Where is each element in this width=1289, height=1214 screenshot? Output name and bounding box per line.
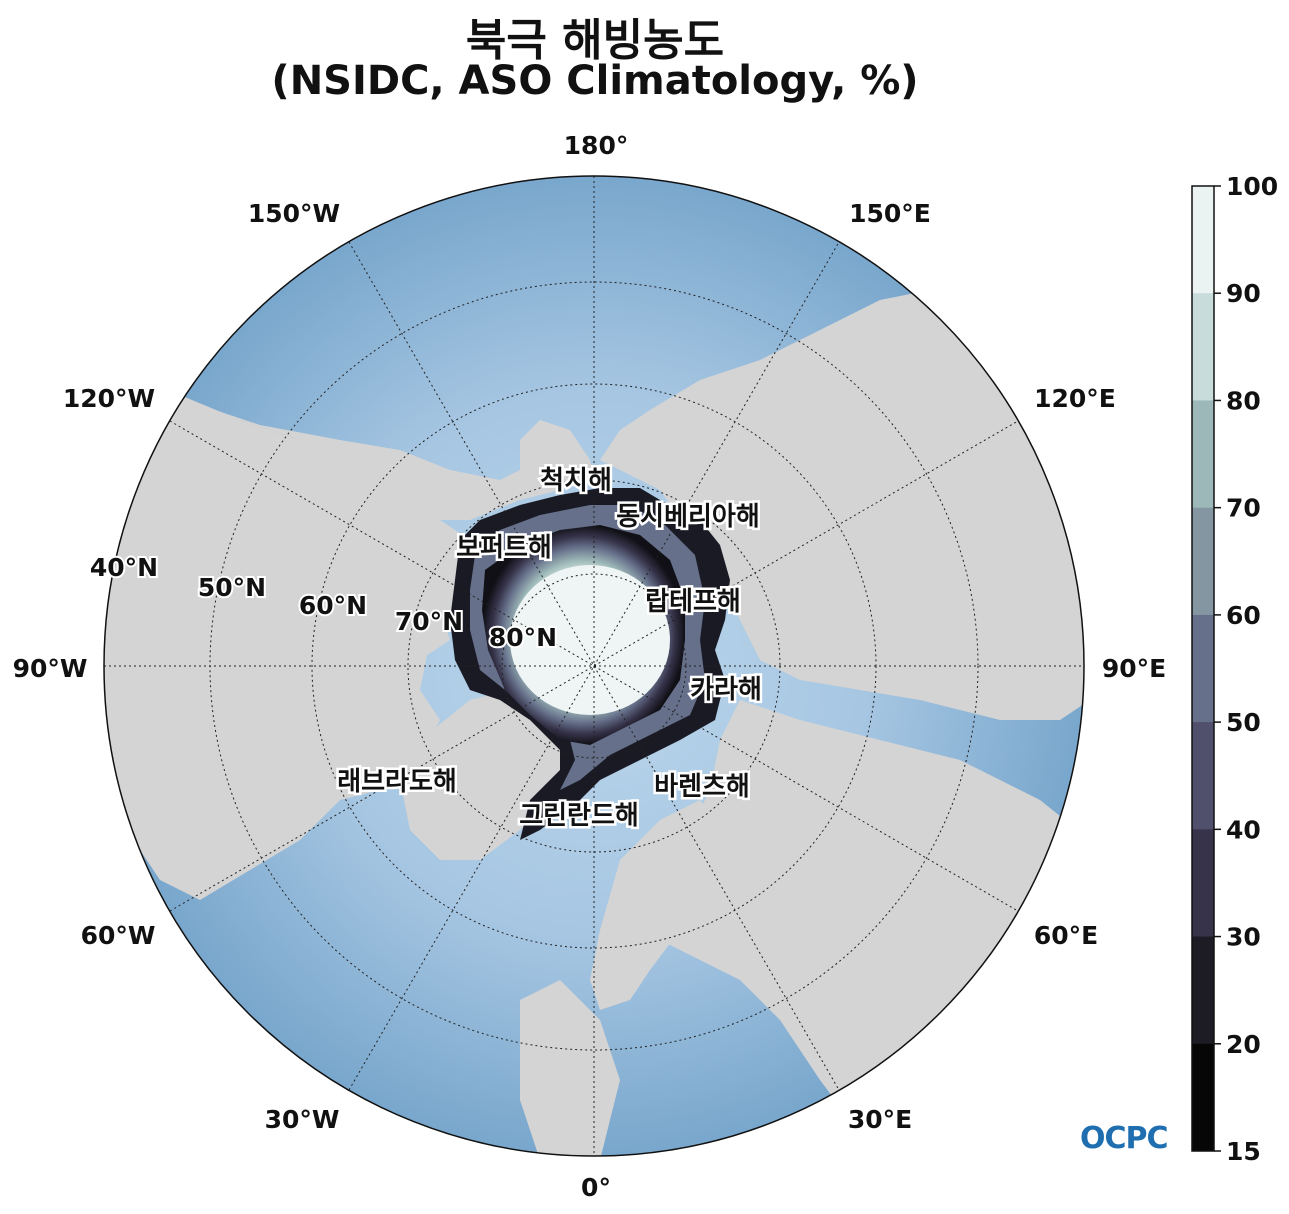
sea-label-east-siberian: 동시베리아해 (616, 502, 760, 532)
logo-text: OCPC (1080, 1121, 1168, 1156)
meridian-30 (348, 241, 840, 1091)
colorbar-tick-label: 80 (1226, 386, 1261, 415)
graticule (104, 176, 1084, 1156)
ocpc-logo: OCPC (1080, 1121, 1169, 1156)
meridian-120 (169, 420, 1019, 912)
lon-label-180: 180° (564, 131, 629, 160)
colorbar-swatch (1192, 293, 1214, 401)
lon-label-60e: 60°E (1034, 921, 1098, 950)
colorbar-tick-label: 70 (1226, 494, 1261, 523)
lat-label-40: 40°N (90, 553, 158, 582)
colorbar-tick-label: 50 (1226, 708, 1261, 737)
sea-ice-pole (510, 565, 670, 715)
colorbar-swatch (1192, 400, 1214, 509)
lon-label-120w: 120°W (63, 384, 155, 413)
land-europe (520, 980, 620, 1156)
map-title-line2: (NSIDC, ASO Climatology, %) (271, 58, 919, 104)
meridian-150 (348, 241, 840, 1091)
colorbar-tick-label: 15 (1226, 1137, 1261, 1166)
meridian-60 (169, 420, 1019, 912)
sea-label-beaufort: 보퍼트해 (456, 533, 552, 563)
sea-label-labrador: 래브라도해 (337, 767, 457, 797)
colorbar-swatch (1192, 722, 1214, 830)
land-alaska (170, 395, 595, 520)
sea-label-kara: 카라해 (690, 675, 762, 705)
lon-label-90w: 90°W (13, 654, 88, 683)
lat-label-60: 60°N (299, 591, 367, 620)
colorbar-swatch (1192, 614, 1214, 723)
colorbar (1192, 186, 1214, 1152)
colorbar-swatch (1192, 829, 1214, 938)
land-siberia (600, 290, 1084, 720)
colorbar-swatch (1192, 1043, 1214, 1152)
colorbar-tick-label: 40 (1226, 815, 1261, 844)
colorbar-swatch (1192, 936, 1214, 1045)
colorbar-tick-label: 90 (1226, 279, 1261, 308)
lat-circle-80 (501, 573, 687, 759)
lat-circle-60 (311, 383, 877, 949)
lon-label-30e: 30°E (848, 1105, 912, 1134)
lon-label-150e: 150°E (849, 199, 931, 228)
lat-label-80: 80°N (489, 623, 557, 652)
lon-label-0: 0° (581, 1173, 611, 1202)
lon-label-30w: 30°W (265, 1105, 340, 1134)
sea-label-barents: 바렌츠해 (654, 772, 750, 802)
lon-label-90e: 90°E (1102, 654, 1166, 683)
lon-label-60w: 60°W (81, 921, 156, 950)
lat-label-50: 50°N (198, 573, 266, 602)
land-north-america (104, 380, 480, 900)
land-scandinavia (590, 800, 720, 1010)
colorbar-tick-label: 30 (1226, 923, 1261, 952)
lat-label-70: 70°N (395, 607, 463, 636)
lon-label-120e: 120°E (1034, 384, 1116, 413)
colorbar-tick-label: 60 (1226, 601, 1261, 630)
colorbar-frame (1191, 185, 1215, 1152)
sea-label-chukchi: 척치해 (540, 466, 612, 496)
sea-label-laptev: 랍테프해 (645, 587, 741, 617)
colorbar-tick-label: 20 (1226, 1030, 1261, 1059)
map-title-line1: 북극 해빙농도 (465, 15, 725, 66)
colorbar-tick-label: 100 (1226, 172, 1278, 201)
lon-label-150w: 150°W (248, 199, 340, 228)
colorbar-swatch (1192, 186, 1214, 294)
map-border (103, 175, 1085, 1157)
colorbar-swatch (1192, 507, 1214, 616)
colorbar-ticks: 100 90 80 70 60 50 40 30 20 15 (1214, 172, 1278, 1166)
land-archipelago (360, 600, 450, 660)
sea-label-greenland: 그린란드해 (519, 801, 639, 831)
